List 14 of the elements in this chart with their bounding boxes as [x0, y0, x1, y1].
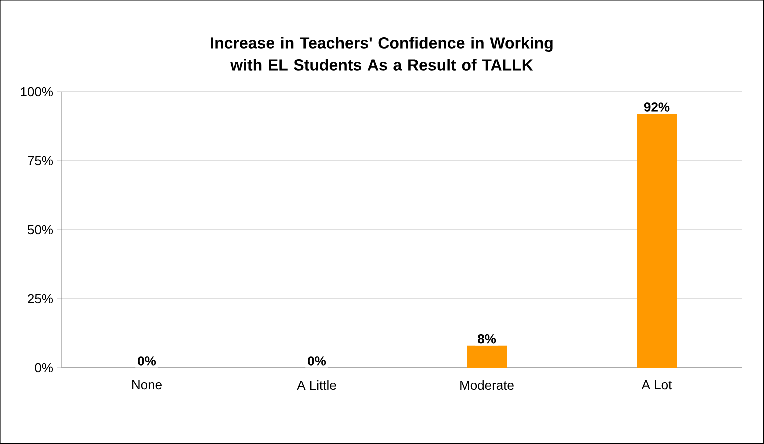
x-tick-label: None — [132, 380, 162, 390]
chart-title: Increase in Teachers' Confidence in Working with EL Students As a Result of TALLK — [211, 37, 553, 71]
y-tick-label: 75% — [28, 156, 54, 166]
y-tick-label: 50% — [28, 225, 54, 235]
data-label: 8% — [478, 334, 496, 344]
y-tick-label: 0% — [35, 363, 54, 373]
y-tick-label: 100% — [21, 87, 54, 97]
x-tick-label: A Little — [297, 380, 336, 390]
data-label: 0% — [138, 356, 156, 366]
x-tick-label: A Lot — [642, 380, 672, 390]
y-tick-label: 25% — [28, 294, 54, 304]
x-tick-label: Moderate — [460, 380, 514, 390]
data-label: 0% — [308, 356, 326, 366]
data-label: 92% — [644, 102, 670, 112]
